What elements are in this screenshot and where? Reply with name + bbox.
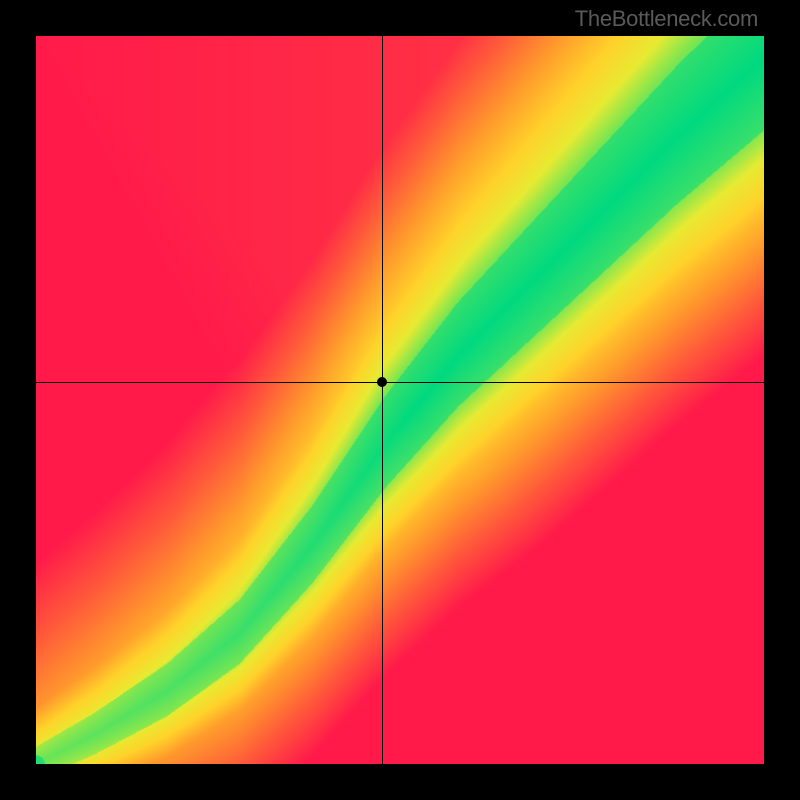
crosshair-marker-dot xyxy=(377,377,387,387)
watermark-text: TheBottleneck.com xyxy=(575,6,758,32)
heatmap-plot-area xyxy=(36,36,764,764)
crosshair-horizontal xyxy=(36,382,764,383)
crosshair-vertical xyxy=(382,36,383,764)
heatmap-canvas xyxy=(36,36,764,764)
chart-container: TheBottleneck.com xyxy=(0,0,800,800)
